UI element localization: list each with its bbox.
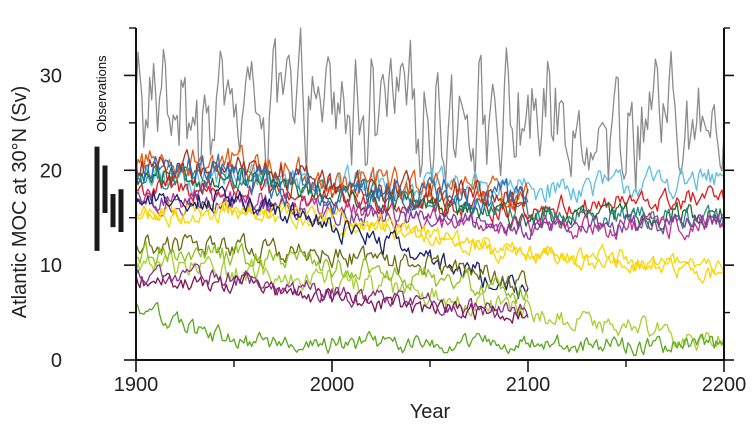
series-line-gray — [135, 27, 725, 193]
y-tick-label: 20 — [40, 160, 62, 182]
series-layer — [135, 27, 725, 357]
series-line-violet — [135, 263, 529, 319]
series-line-blue — [135, 153, 529, 215]
x-tick-label: 2000 — [310, 374, 355, 396]
y-tick-label: 10 — [40, 255, 62, 277]
series-line-grass-green — [135, 301, 725, 357]
observations-layer: Observations — [94, 55, 124, 251]
observations-label: Observations — [94, 55, 109, 132]
series-line-lime — [135, 241, 529, 304]
series-line-brown-red — [135, 149, 529, 215]
series-line-light-blue — [135, 160, 725, 204]
y-axis-title: Atlantic MOC at 30°N (Sv) — [9, 86, 31, 319]
x-tick-label: 2200 — [702, 374, 747, 396]
y-tick-label: 30 — [40, 65, 62, 87]
series-line-teal — [135, 164, 725, 230]
ticks-layer: 0 10 20 30 1900 2000 2100 2200 — [40, 27, 747, 396]
y-tick-label: 0 — [51, 350, 62, 372]
series-line-olive — [135, 232, 529, 294]
x-axis-title: Year — [410, 401, 451, 423]
series-line-yellow-2 — [135, 200, 725, 284]
x-tick-label: 1900 — [114, 374, 159, 396]
series-line-purple — [135, 191, 725, 241]
x-tick-label: 2100 — [506, 374, 551, 396]
series-line-yellow-1 — [135, 200, 725, 274]
series-line-magenta — [135, 180, 725, 241]
